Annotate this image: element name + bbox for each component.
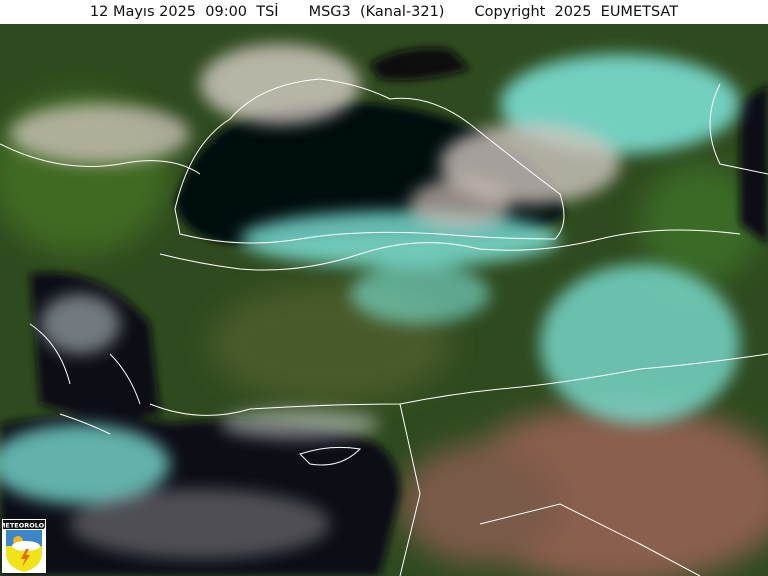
image-caption: 12 Mayıs 2025 09:00 TSİ MSG3 (Kanal-321)… [0,0,768,24]
satellite-image [0,24,768,576]
copyright-label: Copyright 2025 EUMETSAT [474,4,679,20]
satellite-channel-label: MSG3 (Kanal-321) [308,4,445,20]
meteoroloji-logo: METEOROLOJI [2,519,46,573]
date-time-label: 12 Mayıs 2025 09:00 TSİ [89,4,279,20]
clouds [0,44,740,559]
borders-coastlines [0,78,768,576]
svg-text:METEOROLOJI: METEOROLOJI [2,522,46,530]
